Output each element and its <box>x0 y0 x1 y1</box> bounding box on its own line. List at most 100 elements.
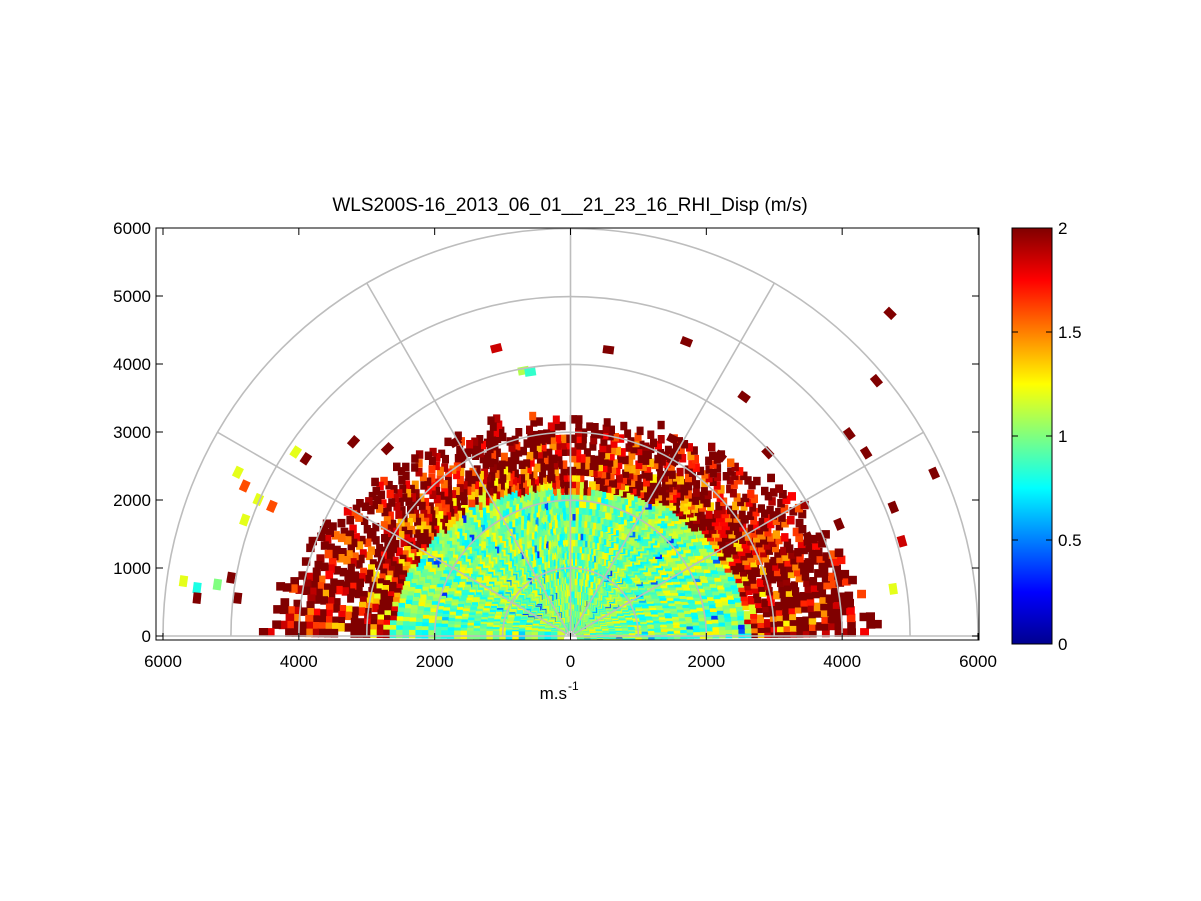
heat-cell <box>335 585 343 595</box>
heat-cell <box>713 509 721 519</box>
heat-cell <box>757 629 765 638</box>
heat-cell <box>832 600 841 609</box>
heat-cell <box>489 450 497 459</box>
heat-cell <box>764 491 773 501</box>
heat-cell <box>735 543 743 552</box>
heat-cell <box>609 445 617 455</box>
heat-cell <box>786 563 794 573</box>
heat-cell <box>485 630 493 640</box>
heat-cell <box>481 468 489 478</box>
heat-cell <box>569 479 576 489</box>
heat-cell <box>787 599 795 609</box>
heat-cell <box>385 554 393 563</box>
heat-cell <box>433 453 441 462</box>
heat-cell <box>806 597 815 606</box>
heat-cell <box>356 629 364 638</box>
heat-cell <box>530 470 538 480</box>
heat-cell <box>380 568 388 577</box>
heat-cell <box>653 476 661 486</box>
heat-cell <box>380 521 388 530</box>
heat-cell <box>289 584 298 593</box>
heat-cell <box>569 453 577 463</box>
heat-cell <box>301 557 311 566</box>
heat-cell <box>757 504 765 513</box>
heat-cell <box>821 530 830 539</box>
heat-cell <box>386 596 394 605</box>
heat-cell <box>744 561 752 570</box>
x-tick-label: 2000 <box>687 652 725 671</box>
heat-cell <box>557 480 565 489</box>
heat-cell <box>336 579 344 589</box>
heat-cell <box>730 608 738 617</box>
heat-cell <box>624 477 632 486</box>
sparse-point <box>380 441 395 456</box>
heat-cell <box>846 606 855 615</box>
heat-cell <box>369 528 377 537</box>
heat-cell <box>397 579 405 588</box>
heat-cell <box>393 462 401 472</box>
heat-cell <box>642 478 650 487</box>
heat-cell <box>388 498 396 507</box>
heat-cell <box>573 473 581 482</box>
heat-cell <box>395 547 403 556</box>
heat-cell <box>464 448 472 457</box>
heat-cell <box>532 477 539 486</box>
heat-cell <box>398 506 406 515</box>
heat-cell <box>357 623 364 633</box>
heat-cell <box>395 563 403 573</box>
heat-cell <box>489 493 497 502</box>
heat-cell <box>364 538 372 547</box>
heat-cell <box>632 466 640 475</box>
heat-cell <box>385 600 393 610</box>
y-tick-label: 5000 <box>113 287 151 306</box>
heat-cell <box>389 620 397 629</box>
heat-cell <box>841 628 850 637</box>
heat-cell <box>543 435 551 445</box>
heat-cell <box>808 609 816 619</box>
heat-cell <box>304 572 313 582</box>
heat-cell <box>782 495 791 505</box>
heat-cell <box>749 575 757 584</box>
heat-cell <box>651 460 659 470</box>
heat-cell <box>497 426 505 436</box>
heat-cell <box>736 579 744 588</box>
heat-cell <box>330 551 339 561</box>
heat-cell <box>645 472 653 481</box>
heat-cell <box>627 492 635 501</box>
heat-cell <box>831 593 841 602</box>
heat-cell <box>325 603 334 612</box>
heat-cell <box>816 554 825 563</box>
heat-cell <box>608 485 616 494</box>
heat-cell <box>731 625 739 634</box>
heat-cell <box>549 480 557 490</box>
heat-cell <box>844 591 854 601</box>
heat-cell <box>381 563 389 573</box>
heat-cell <box>664 445 672 455</box>
heat-cell <box>762 603 770 613</box>
heat-cell <box>328 558 337 567</box>
heat-cell <box>476 435 484 444</box>
heat-cell <box>808 616 817 625</box>
heat-cell <box>655 462 663 472</box>
heat-cell <box>401 566 409 575</box>
heat-cell <box>471 489 479 498</box>
heat-cell <box>331 531 340 540</box>
heat-cell <box>305 608 314 617</box>
heat-cell <box>493 491 501 500</box>
heat-cell <box>529 444 537 454</box>
heat-cell <box>743 577 751 586</box>
heat-cell <box>374 495 382 505</box>
heat-cell <box>344 536 352 545</box>
heat-cell <box>633 487 641 497</box>
heat-cell <box>586 422 594 431</box>
heat-cell <box>838 592 847 601</box>
heat-cell <box>728 599 736 609</box>
heat-cell <box>349 558 357 567</box>
heat-cell <box>741 515 749 524</box>
heat-cell <box>599 469 607 479</box>
heat-cell <box>468 499 476 509</box>
heat-cell <box>847 628 856 637</box>
heat-cell <box>822 552 831 561</box>
heat-cell <box>318 609 327 618</box>
heat-cell <box>317 622 326 631</box>
